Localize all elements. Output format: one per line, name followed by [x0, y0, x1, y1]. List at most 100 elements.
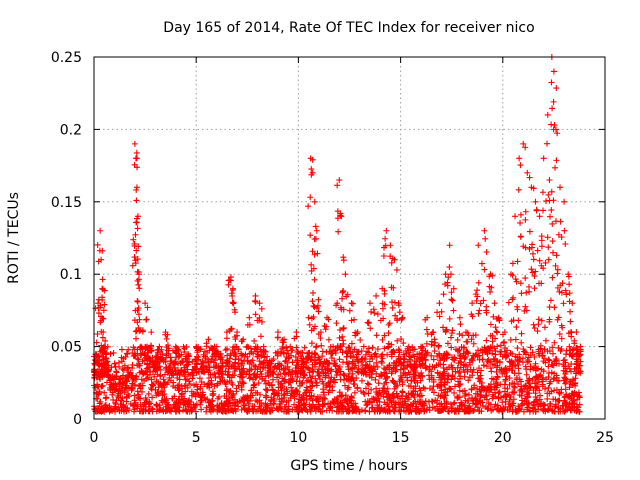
data-point	[311, 236, 318, 243]
data-point	[387, 395, 394, 402]
data-point	[381, 385, 388, 392]
data-point	[523, 289, 530, 296]
data-point	[312, 323, 319, 330]
data-point	[336, 177, 343, 184]
data-point	[127, 400, 134, 407]
data-point	[214, 406, 221, 413]
data-point	[506, 365, 513, 372]
data-point	[491, 403, 498, 410]
data-point	[430, 389, 437, 396]
data-point	[429, 404, 436, 411]
data-point	[421, 385, 428, 392]
data-point	[535, 379, 542, 386]
data-point	[193, 381, 200, 388]
data-point	[395, 346, 402, 353]
data-point	[229, 363, 236, 370]
data-point	[299, 349, 306, 356]
data-point	[374, 408, 381, 415]
data-point	[135, 311, 142, 318]
data-point	[150, 380, 157, 387]
data-point	[252, 297, 259, 304]
data-point	[477, 300, 484, 307]
data-point	[518, 330, 525, 337]
data-point	[448, 289, 455, 296]
data-point	[205, 380, 212, 387]
data-point	[400, 369, 407, 376]
data-point	[375, 404, 382, 411]
data-point	[485, 405, 492, 412]
data-point	[459, 401, 466, 408]
data-point	[134, 213, 141, 220]
data-point	[135, 243, 142, 250]
data-point	[323, 358, 330, 365]
data-point	[170, 372, 177, 379]
data-point	[489, 272, 496, 279]
data-point	[505, 299, 512, 306]
data-point	[337, 368, 344, 375]
data-point	[315, 331, 322, 338]
data-point	[285, 406, 292, 413]
data-point	[199, 389, 206, 396]
data-point	[562, 241, 569, 248]
data-point	[517, 355, 524, 362]
y-tick-label: 0.1	[60, 267, 82, 283]
data-point	[497, 381, 504, 388]
data-point	[125, 364, 132, 371]
data-point	[110, 349, 117, 356]
data-point	[532, 198, 539, 205]
data-point	[410, 346, 417, 353]
data-point	[556, 390, 563, 397]
data-point	[536, 257, 543, 264]
data-point	[359, 362, 366, 369]
data-point	[278, 387, 285, 394]
data-point	[552, 262, 559, 269]
data-point	[325, 316, 332, 323]
data-point	[285, 370, 292, 377]
data-point	[322, 395, 329, 402]
data-point	[152, 367, 159, 374]
data-point	[474, 293, 481, 300]
data-point	[416, 372, 423, 379]
data-point	[531, 325, 538, 332]
data-point	[455, 394, 462, 401]
data-point	[331, 399, 338, 406]
data-point	[192, 356, 199, 363]
data-point	[344, 349, 351, 356]
data-point	[384, 344, 391, 351]
data-point	[277, 384, 284, 391]
data-point	[158, 382, 165, 389]
data-point	[314, 302, 321, 309]
data-point	[269, 387, 276, 394]
data-point	[339, 349, 346, 356]
data-point	[228, 380, 235, 387]
data-point	[259, 360, 266, 367]
data-point	[289, 359, 296, 366]
data-point	[307, 379, 314, 386]
data-point	[313, 382, 320, 389]
data-point	[321, 322, 328, 329]
data-point	[311, 251, 318, 258]
data-point	[509, 272, 516, 279]
data-point	[478, 379, 485, 386]
data-point	[507, 393, 514, 400]
data-point	[389, 377, 396, 384]
data-point	[461, 408, 468, 415]
data-point	[461, 369, 468, 376]
data-point	[412, 375, 419, 382]
data-point	[388, 370, 395, 377]
data-point	[475, 365, 482, 372]
data-point	[357, 337, 364, 344]
data-point	[322, 374, 329, 381]
data-point	[320, 369, 327, 376]
data-point	[282, 358, 289, 365]
data-point	[509, 400, 516, 407]
data-point	[500, 393, 507, 400]
data-point	[238, 338, 245, 345]
data-point	[351, 316, 358, 323]
data-point	[440, 324, 447, 331]
data-point	[368, 404, 375, 411]
data-point	[340, 376, 347, 383]
data-point	[379, 300, 386, 307]
data-point	[435, 343, 442, 350]
data-point	[483, 387, 490, 394]
